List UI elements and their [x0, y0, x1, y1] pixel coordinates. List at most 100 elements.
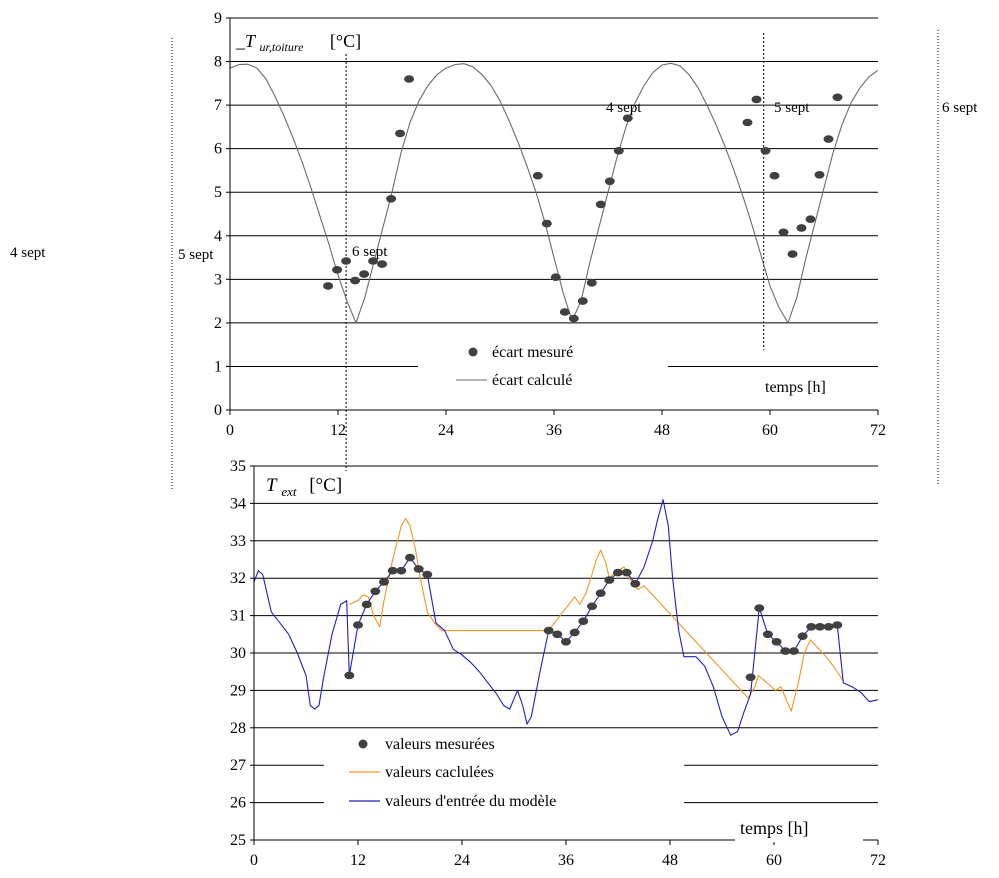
- xtick-label-24: 24: [438, 422, 454, 439]
- xtick-label-12: 12: [330, 422, 346, 439]
- data-point--cart-mesur--28: [805, 215, 816, 223]
- data-point-valeurs-mesur-es-26: [788, 647, 799, 655]
- data-point-valeurs-mesur-es-19: [621, 568, 632, 577]
- bottom-tick-labels: 25 26 27 28 29 30 31 32 33 34 35 0 12 24 36 48 60 72: [230, 458, 886, 869]
- xtick-label-0: 0: [226, 422, 234, 439]
- data-point-valeurs-mesur-es-28: [806, 623, 817, 631]
- xtick-label-0: 0: [250, 852, 258, 869]
- legend-label-valeurs-entree: valeurs d'entrée du modèle: [385, 793, 556, 810]
- data-point--cart-mesur--20: [622, 114, 633, 122]
- data-point--cart-mesur--6: [377, 260, 388, 268]
- ytick-label-4: 4: [214, 228, 222, 245]
- top-ylabel: _T ur,toiture [°C]: [235, 31, 361, 55]
- ytick-label-30: 30: [230, 645, 246, 662]
- legend-label-ecart-calcule: écart calculé: [492, 372, 572, 389]
- data-point-valeurs-mesur-es-15: [587, 602, 597, 611]
- data-point-valeurs-mesur-es-17: [604, 576, 615, 584]
- data-point-valeurs-mesur-es-4: [379, 578, 389, 586]
- top-axes: [226, 17, 879, 415]
- data-point--cart-mesur--24: [769, 171, 780, 180]
- bottom-xlabel-box: [735, 815, 863, 842]
- annotation-4-sept-left: 4 sept: [10, 245, 46, 261]
- data-point--cart-mesur--9: [404, 75, 415, 83]
- data-point-valeurs-mesur-es-13: [569, 628, 580, 637]
- data-point--cart-mesur--17: [595, 200, 606, 209]
- xtick-label-36: 36: [546, 422, 562, 439]
- top-xlabel-box: [755, 374, 860, 398]
- xtick-label-48: 48: [662, 852, 678, 869]
- ytick-label-27: 27: [230, 757, 246, 774]
- data-point-valeurs-mesur-es-9: [422, 570, 433, 579]
- bottom-ylabel-unit: [°C]: [309, 475, 342, 496]
- data-point--cart-mesur--16: [586, 279, 597, 287]
- xtick-label-60: 60: [766, 852, 782, 869]
- bottom-legend-box: [324, 732, 684, 818]
- data-point--cart-mesur--10: [532, 171, 543, 180]
- ytick-label-9: 9: [214, 10, 222, 27]
- data-point--cart-mesur--4: [359, 270, 370, 278]
- data-point-valeurs-mesur-es-24: [771, 638, 782, 646]
- data-point-valeurs-mesur-es-6: [396, 566, 407, 575]
- data-point-valeurs-mesur-es-18: [613, 568, 623, 577]
- xtick-label-48: 48: [654, 422, 670, 439]
- annotation-6-sept-first: 6 sept: [352, 244, 388, 260]
- top-ylabel-box: [233, 28, 413, 54]
- data-point--cart-mesur--12: [550, 273, 561, 282]
- bottom-ylabel-symbol: T: [266, 475, 278, 496]
- data-point-valeurs-mesur-es-0: [344, 671, 355, 680]
- data-point-valeurs-mesur-es-7: [405, 553, 415, 562]
- data-point--cart-mesur--2: [341, 257, 352, 265]
- top-ylabel-unit: [°C]: [330, 31, 361, 51]
- xtick-label-36: 36: [558, 852, 574, 869]
- series-line-valeurs-caclul-es: [349, 517, 844, 712]
- data-point--cart-mesur--31: [832, 93, 843, 102]
- ytick-label-0: 0: [214, 402, 222, 419]
- xtick-label-72: 72: [870, 852, 886, 869]
- series-line--cart-calcul-: [229, 62, 879, 324]
- xtick-label-72: 72: [870, 422, 886, 439]
- data-point-valeurs-mesur-es-8: [413, 565, 424, 573]
- legend-marker-valeurs-mesurees: [358, 739, 368, 749]
- ytick-label-34: 34: [230, 495, 246, 512]
- bottom-chart: 25 26 27 28 29 30 31 32 33 34 35 0 12 24 36 48 60 72 vale…: [230, 458, 886, 869]
- bottom-ylabel-box: [262, 471, 382, 499]
- legend-marker-ecart-mesure: [468, 347, 478, 357]
- top-gridlines: [230, 17, 878, 367]
- ytick-label-1: 1: [214, 358, 222, 375]
- data-point--cart-mesur--13: [559, 308, 570, 316]
- bottom-xlabel: temps [h]: [740, 818, 808, 838]
- data-point--cart-mesur--8: [395, 129, 406, 138]
- top-xlabel: temps [h]: [765, 379, 826, 396]
- data-point--cart-mesur--1: [332, 266, 343, 274]
- data-point-valeurs-mesur-es-25: [780, 647, 791, 655]
- data-point-valeurs-mesur-es-29: [814, 623, 825, 631]
- ytick-label-31: 31: [230, 608, 246, 625]
- bottom-gridlines: [254, 465, 878, 804]
- top-series: [229, 62, 879, 324]
- ytick-label-8: 8: [214, 54, 222, 71]
- data-point--cart-mesur--15: [577, 297, 588, 305]
- data-point--cart-mesur--18: [604, 177, 615, 186]
- ytick-label-33: 33: [230, 533, 246, 550]
- data-point--cart-mesur--14: [568, 314, 579, 323]
- data-point-valeurs-mesur-es-31: [832, 621, 843, 629]
- data-point--cart-mesur--5: [368, 257, 379, 265]
- data-point-valeurs-mesur-es-11: [552, 630, 563, 639]
- ytick-label-6: 6: [214, 141, 222, 158]
- ytick-label-5: 5: [214, 184, 222, 201]
- bottom-series: [253, 499, 879, 736]
- data-point-valeurs-mesur-es-23: [762, 630, 773, 639]
- data-point-valeurs-mesur-es-14: [578, 617, 589, 625]
- data-point-valeurs-mesur-es-16: [595, 589, 606, 597]
- annotation-4-sept-mid: 4 sept: [606, 100, 642, 116]
- ytick-label-35: 35: [230, 458, 246, 475]
- top-ylabel-symbol: _T: [235, 31, 257, 51]
- xtick-label-60: 60: [762, 422, 778, 439]
- annotation-5-sept-left: 5 sept: [178, 247, 214, 263]
- ytick-label-26: 26: [230, 795, 246, 812]
- data-point--cart-mesur--22: [751, 95, 762, 104]
- data-point--cart-mesur--21: [742, 118, 753, 127]
- xtick-label-24: 24: [454, 852, 470, 869]
- data-point--cart-mesur--29: [814, 171, 825, 179]
